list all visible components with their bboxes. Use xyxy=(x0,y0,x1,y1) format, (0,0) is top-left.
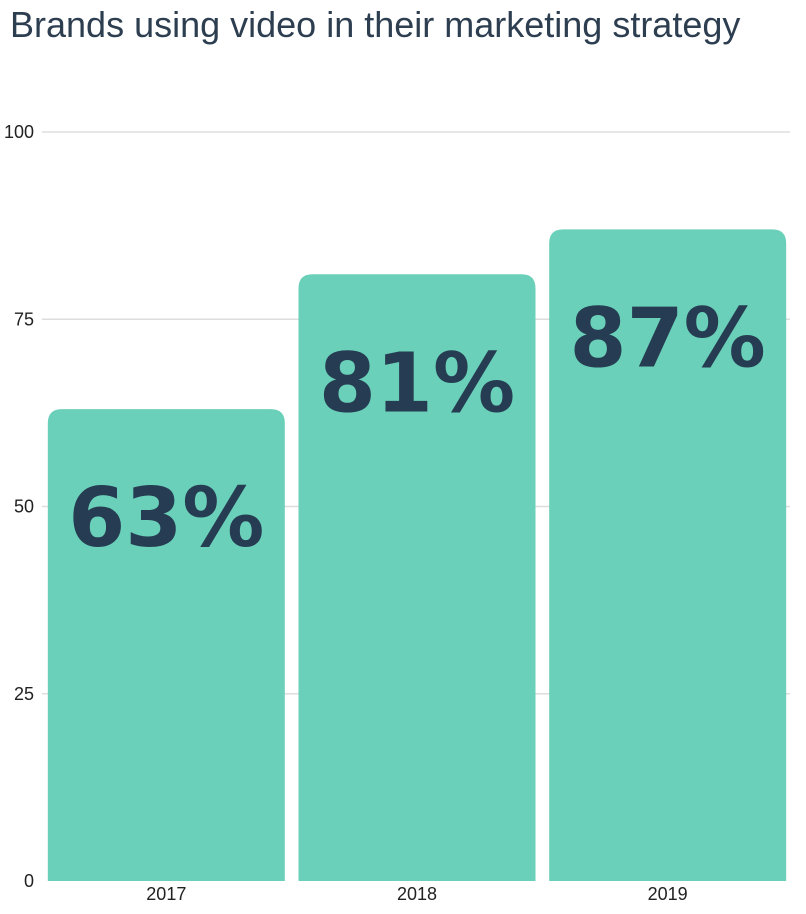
bar-2017 xyxy=(47,409,285,881)
x-tick-label-2017: 2017 xyxy=(146,884,186,904)
x-axis: 2017 2018 2019 xyxy=(146,884,687,904)
x-tick-label-2018: 2018 xyxy=(397,884,437,904)
y-axis: 0 25 50 75 100 xyxy=(4,122,34,891)
x-tick-label-2019: 2019 xyxy=(648,884,688,904)
chart-title: Brands using video in their marketing st… xyxy=(10,4,741,45)
data-label-2018: 81% xyxy=(319,336,515,431)
data-labels: 63% 81% 87% xyxy=(68,291,766,566)
bar-2018 xyxy=(298,274,536,881)
bars xyxy=(47,229,787,881)
bar-2019 xyxy=(549,229,787,881)
data-label-2019: 87% xyxy=(570,291,766,386)
y-tick-label: 50 xyxy=(14,497,34,517)
y-tick-label: 100 xyxy=(4,122,34,142)
y-tick-label: 0 xyxy=(24,871,34,891)
y-tick-label: 25 xyxy=(14,684,34,704)
y-tick-label: 75 xyxy=(14,309,34,329)
data-label-2017: 63% xyxy=(68,471,264,566)
